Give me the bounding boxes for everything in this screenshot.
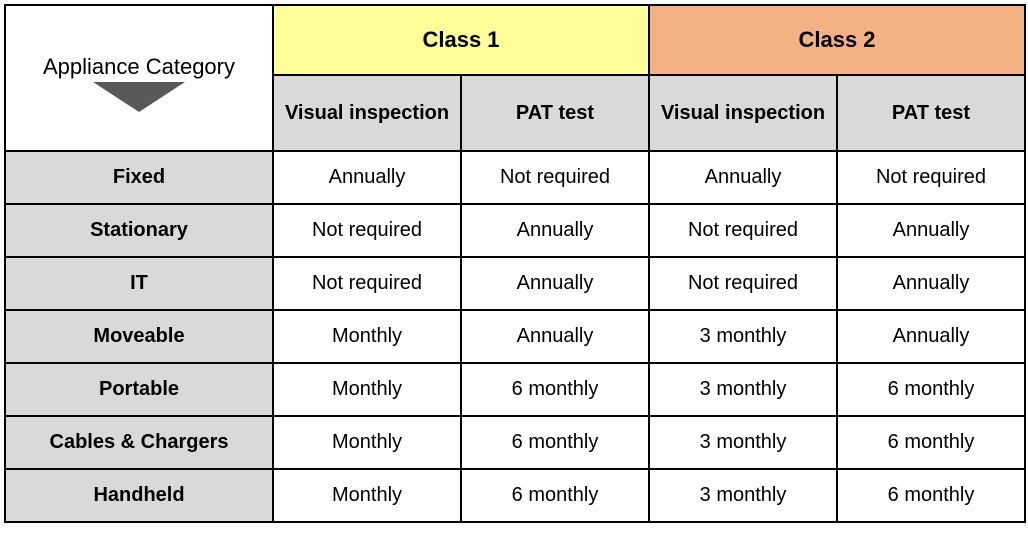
cell: Monthly — [273, 469, 461, 522]
row-label: Portable — [5, 363, 273, 416]
subheader-pat-test-1: PAT test — [461, 75, 649, 151]
cell: Not required — [649, 257, 837, 310]
corner-header-cell: Appliance Category — [5, 5, 273, 151]
table-row: Fixed Annually Not required Annually Not… — [5, 151, 1025, 204]
cell: Annually — [461, 257, 649, 310]
cell: Monthly — [273, 310, 461, 363]
cell: Annually — [837, 204, 1025, 257]
down-arrow-icon — [93, 82, 185, 112]
cell: Not required — [837, 151, 1025, 204]
subheader-pat-test-2: PAT test — [837, 75, 1025, 151]
table-row: Moveable Monthly Annually 3 monthly Annu… — [5, 310, 1025, 363]
cell: 6 monthly — [837, 469, 1025, 522]
cell: 3 monthly — [649, 469, 837, 522]
cell: Not required — [273, 257, 461, 310]
cell: 3 monthly — [649, 363, 837, 416]
cell: Annually — [461, 204, 649, 257]
subheader-visual-inspection-1: Visual inspection — [273, 75, 461, 151]
subheader-visual-inspection-2: Visual inspection — [649, 75, 837, 151]
pat-testing-table: Appliance Category Class 1 Class 2 Visua… — [4, 4, 1026, 523]
cell: Annually — [837, 257, 1025, 310]
cell: 6 monthly — [837, 363, 1025, 416]
cell: Annually — [273, 151, 461, 204]
appliance-category-label: Appliance Category — [43, 54, 235, 80]
cell: Monthly — [273, 416, 461, 469]
row-label: IT — [5, 257, 273, 310]
cell: Annually — [461, 310, 649, 363]
cell: 6 monthly — [837, 416, 1025, 469]
row-label: Fixed — [5, 151, 273, 204]
cell: Not required — [461, 151, 649, 204]
cell: Not required — [649, 204, 837, 257]
cell: 3 monthly — [649, 416, 837, 469]
cell: Monthly — [273, 363, 461, 416]
table-row: Stationary Not required Annually Not req… — [5, 204, 1025, 257]
table-row: IT Not required Annually Not required An… — [5, 257, 1025, 310]
row-label: Cables & Chargers — [5, 416, 273, 469]
cell: Annually — [649, 151, 837, 204]
table-row: Cables & Chargers Monthly 6 monthly 3 mo… — [5, 416, 1025, 469]
table-row: Portable Monthly 6 monthly 3 monthly 6 m… — [5, 363, 1025, 416]
class-2-header: Class 2 — [649, 5, 1025, 75]
cell: 6 monthly — [461, 469, 649, 522]
cell: Annually — [837, 310, 1025, 363]
cell: 6 monthly — [461, 416, 649, 469]
row-label: Moveable — [5, 310, 273, 363]
row-label: Handheld — [5, 469, 273, 522]
cell: 3 monthly — [649, 310, 837, 363]
cell: 6 monthly — [461, 363, 649, 416]
row-label: Stationary — [5, 204, 273, 257]
cell: Not required — [273, 204, 461, 257]
table-row: Handheld Monthly 6 monthly 3 monthly 6 m… — [5, 469, 1025, 522]
class-1-header: Class 1 — [273, 5, 649, 75]
